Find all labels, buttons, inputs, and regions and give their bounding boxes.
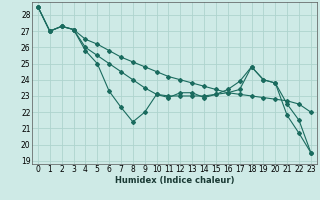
X-axis label: Humidex (Indice chaleur): Humidex (Indice chaleur) (115, 176, 234, 185)
